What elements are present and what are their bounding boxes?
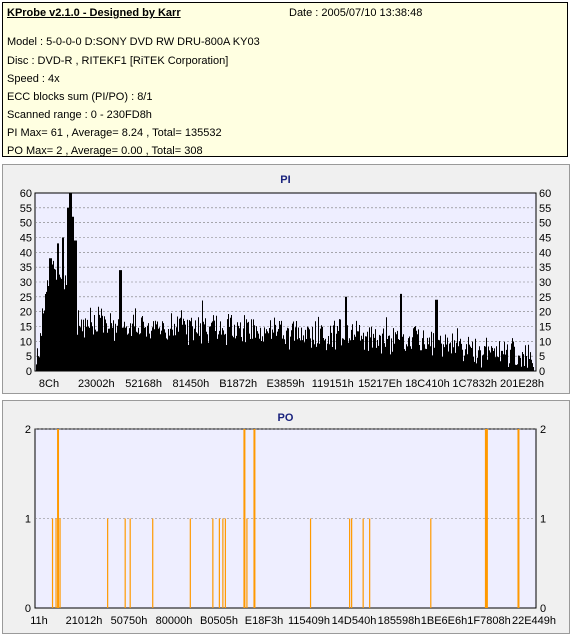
po-chart: PO 0 0 1 1 2 2 11h 21012h 50750h 80000h B0505h E18F3…: [25, 412, 556, 627]
app-title: KProbe v2.1.0 - Designed by Karr: [7, 7, 181, 19]
pi-x-tick: 8Ch: [39, 378, 59, 390]
pi-x-tick: 1C7832h: [452, 378, 497, 390]
po-y-tick-left: 0: [25, 603, 31, 615]
po-y-tick-left: 2: [25, 424, 31, 436]
po-x-tick: 21012h: [66, 615, 103, 627]
pi-y-tick-right: 15: [539, 322, 551, 334]
pi-y-tick-left: 40: [20, 247, 32, 259]
po-x-tick: B0505h: [200, 615, 238, 627]
po-y-tick-right: 2: [540, 424, 546, 436]
pi-y-tick-left: 15: [20, 322, 32, 334]
po-y-tick-right: 1: [540, 514, 546, 526]
pi-x-tick: E3859h: [267, 378, 305, 390]
info-line-speed: Speed : 4x: [7, 73, 60, 85]
pi-y-tick-right: 25: [539, 292, 551, 304]
pi-x-tick: B1872h: [219, 378, 257, 390]
pi-y-tick-right: 20: [539, 307, 551, 319]
pi-x-tick: 201E28h: [500, 378, 544, 390]
pi-y-tick-left: 55: [20, 203, 32, 215]
scan-date: Date : 2005/07/10 13:38:48: [289, 7, 423, 19]
info-line-ecc: ECC blocks sum (PI/PO) : 8/1: [7, 91, 153, 103]
info-line-model: Model : 5-0-0-0 D:SONY DVD RW DRU-800A K…: [7, 36, 260, 48]
pi-x-tick: 23002h: [78, 378, 115, 390]
pi-error-bars: [36, 193, 534, 371]
po-x-tick: 11h: [30, 615, 48, 627]
po-chart-title: PO: [278, 412, 294, 424]
pi-y-tick-right: 45: [539, 233, 551, 245]
pi-x-tick: 15217Eh: [358, 378, 402, 390]
pi-y-tick-right: 60: [539, 188, 551, 200]
po-chart-panel: PO 0 0 1 1 2 2 11h 21012h 50750h 80000h B0505h E18F3…: [2, 400, 570, 634]
info-line-disc: Disc : DVD-R , RITEKF1 [RiTEK Corporatio…: [7, 55, 229, 67]
info-panel: KProbe v2.1.0 - Designed by Karr Date : …: [2, 2, 568, 157]
pi-y-tick-right: 5: [539, 351, 545, 363]
po-x-tick: 1F7808h: [467, 615, 510, 627]
pi-y-tick-right: 55: [539, 203, 551, 215]
pi-y-tick-left: 5: [26, 351, 32, 363]
po-x-tick: 1BE6E6h: [421, 615, 467, 627]
pi-y-tick-left: 10: [20, 336, 32, 348]
pi-y-tick-right: 50: [539, 218, 551, 230]
po-x-tick: E18F3h: [245, 615, 284, 627]
po-x-tick: 115409h: [288, 615, 330, 627]
pi-chart-title: PI: [280, 174, 290, 186]
po-y-tick-left: 1: [25, 514, 31, 526]
pi-x-tick: 119151h: [312, 378, 354, 390]
po-x-tick: 80000h: [156, 615, 193, 627]
pi-y-tick-right: 0: [539, 366, 545, 378]
pi-y-tick-left: 50: [20, 218, 32, 230]
pi-y-tick-left: 60: [20, 188, 32, 200]
pi-y-tick-right: 10: [539, 336, 551, 348]
info-line-pi-stats: PI Max= 61 , Average= 8.24 , Total= 1355…: [7, 127, 222, 139]
po-x-tick: 22E449h: [512, 615, 556, 627]
pi-chart-panel: PI 0 0 5 5 10 10 15 15 20 20 25 25 30 30 35 35 40 40 45 45 50…: [2, 164, 570, 394]
pi-y-tick-left: 0: [26, 366, 32, 378]
pi-y-tick-left: 30: [20, 277, 32, 289]
info-line-po-stats: PO Max= 2 , Average= 0.00 , Total= 308: [7, 145, 203, 157]
po-x-tick: 14D540h: [332, 615, 377, 627]
pi-y-tick-left: 45: [20, 233, 32, 245]
pi-x-tick: 52168h: [125, 378, 162, 390]
pi-y-tick-left: 35: [20, 262, 32, 274]
po-x-tick: 185598h: [378, 615, 421, 627]
po-y-tick-right: 0: [540, 603, 546, 615]
pi-x-tick: 18C410h: [405, 378, 450, 390]
pi-y-tick-left: 25: [20, 292, 32, 304]
pi-y-tick-left: 20: [20, 307, 32, 319]
pi-x-tick: 81450h: [173, 378, 210, 390]
pi-y-tick-right: 30: [539, 277, 551, 289]
pi-y-tick-right: 40: [539, 247, 551, 259]
po-x-tick: 50750h: [111, 615, 148, 627]
info-line-range: Scanned range : 0 - 230FD8h: [7, 109, 152, 121]
pi-y-tick-right: 35: [539, 262, 551, 274]
